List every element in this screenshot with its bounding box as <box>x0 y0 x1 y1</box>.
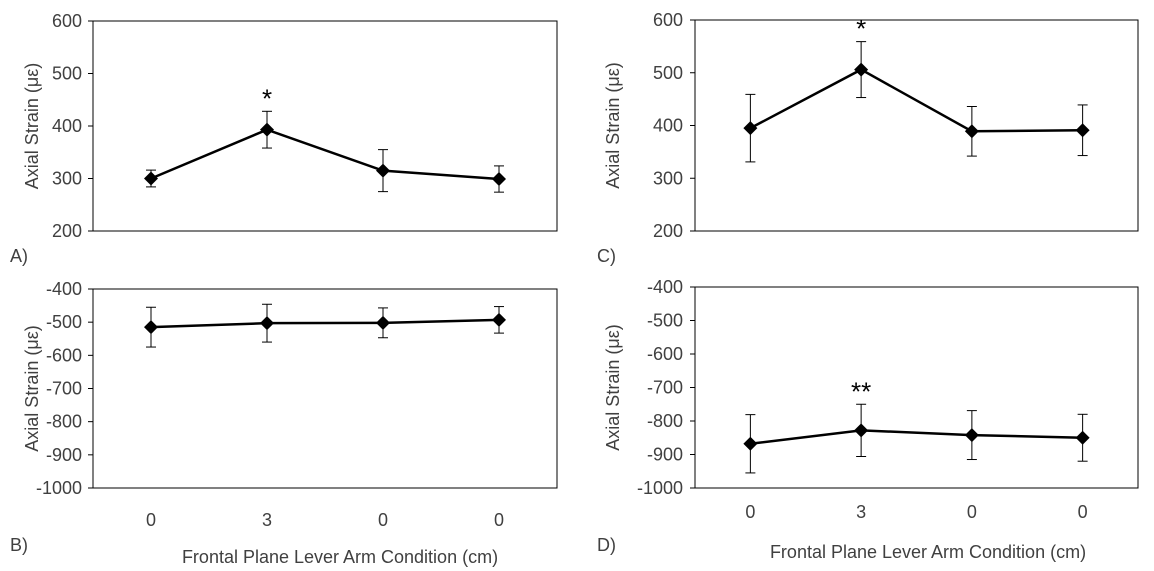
panel-d-data-point <box>854 423 869 438</box>
panel-b-y-tick-label: -500 <box>46 312 82 332</box>
panel-a-y-axis-title: Axial Strain (με) <box>22 63 42 189</box>
panel-a-series-line <box>150 128 500 181</box>
panel-b-label: B) <box>10 535 28 555</box>
panel-c-significance-marker: * <box>856 14 866 44</box>
panel-a-y-tick-label: 600 <box>52 11 82 31</box>
panel-a-y-tick-label: 400 <box>52 116 82 136</box>
panel-b-y-tick-label: -1000 <box>36 478 82 498</box>
panel-d-x-tick-label: 3 <box>856 502 866 522</box>
x-axis-title-left: Frontal Plane Lever Arm Condition (cm) <box>182 547 498 567</box>
panel-d-data-point <box>743 436 758 451</box>
panel-d-x-tick-label: 0 <box>1078 502 1088 522</box>
panel-b-data-point <box>260 316 274 331</box>
panel-a-label: A) <box>10 246 28 266</box>
panel-a-y-tick-label: 200 <box>52 221 82 241</box>
panel-a-significance-marker: * <box>262 83 272 113</box>
panel-c-label: C) <box>597 246 616 266</box>
panel-c-data-point <box>1075 123 1090 138</box>
panel-d-significance-marker: ** <box>851 376 871 406</box>
panel-b-x-tick-label: 3 <box>262 510 272 530</box>
panel-d-data-point <box>964 428 979 443</box>
panel-b-y-axis-title: Axial Strain (με) <box>22 325 42 451</box>
panel-a-data-point <box>492 172 506 187</box>
panel-d-y-axis-title: Axial Strain (με) <box>603 324 623 450</box>
panel-d-y-tick-label: -500 <box>647 311 683 331</box>
panel-d-y-tick-label: -900 <box>647 445 683 465</box>
panel-d-y-tick-label: -600 <box>647 344 683 364</box>
panel-b-data-point <box>144 320 158 335</box>
panel-a-y-tick-label: 300 <box>52 169 82 189</box>
panel-b-y-tick-label: -900 <box>46 445 82 465</box>
panel-b-plot-frame <box>92 288 558 489</box>
panel-d-label: D) <box>597 535 616 555</box>
panel-d-x-tick-label: 0 <box>745 502 755 522</box>
panel-a-data-point <box>144 171 158 186</box>
panel-c-data-point <box>743 121 758 136</box>
panel-d-series-line <box>750 429 1083 446</box>
panel-b-x-tick-label: 0 <box>494 510 504 530</box>
panel-c-plot-frame <box>694 19 1139 232</box>
panel-a-plot-frame <box>92 20 558 232</box>
panel-b-series-line <box>150 318 500 329</box>
panel-d-x-tick-label: 0 <box>967 502 977 522</box>
x-axis-title-right: Frontal Plane Lever Arm Condition (cm) <box>770 542 1086 562</box>
panel-c-y-tick-label: 300 <box>653 168 683 188</box>
panel-b-y-tick-label: -700 <box>46 379 82 399</box>
panel-c-y-tick-label: 600 <box>653 10 683 30</box>
panel-b-x-tick-label: 0 <box>378 510 388 530</box>
panel-c-series-line <box>749 68 1083 133</box>
panel-b-data-point <box>492 312 506 327</box>
panel-b-y-tick-label: -800 <box>46 412 82 432</box>
panel-d-data-point <box>1075 430 1090 445</box>
panel-d-plot-frame <box>694 286 1139 489</box>
panel-d-y-tick-label: -800 <box>647 411 683 431</box>
panel-c-y-tick-label: 200 <box>653 221 683 241</box>
panel-b-y-tick-label: -400 <box>46 279 82 299</box>
panel-d-y-tick-label: -1000 <box>637 478 683 498</box>
panel-c-y-tick-label: 400 <box>653 116 683 136</box>
panel-c-y-axis-title: Axial Strain (με) <box>603 62 623 188</box>
panel-d-y-tick-label: -700 <box>647 378 683 398</box>
panel-c-y-tick-label: 500 <box>653 63 683 83</box>
panel-c-data-point <box>854 62 869 77</box>
panel-b-y-tick-label: -600 <box>46 345 82 365</box>
panel-b-x-tick-label: 0 <box>146 510 156 530</box>
panel-a-data-point <box>260 122 274 137</box>
panel-b-data-point <box>376 315 390 330</box>
panel-a-data-point <box>376 163 390 178</box>
panel-c-data-point <box>964 124 979 139</box>
panel-a-y-tick-label: 500 <box>52 64 82 84</box>
panel-d-y-tick-label: -400 <box>647 277 683 297</box>
